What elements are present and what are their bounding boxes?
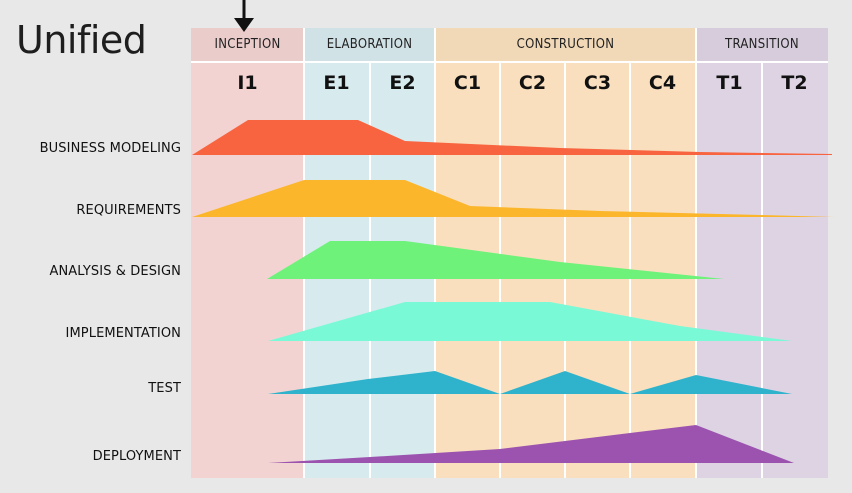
iteration-c3: C3 <box>583 72 612 94</box>
iteration-c1: C1 <box>453 72 482 94</box>
discipline-implementation: IMPLEMENTATION <box>65 326 181 341</box>
phase-elaboration: ELABORATION <box>326 37 413 52</box>
phase-transition: TRANSITION <box>725 37 799 52</box>
iteration-e1: E1 <box>323 72 350 94</box>
requirements-hump <box>192 180 834 217</box>
deployment-hump <box>268 425 794 463</box>
test-hump <box>268 371 792 394</box>
inception-column <box>191 28 304 478</box>
page-title: Unified <box>16 18 147 62</box>
discipline-business-modeling: BUSINESS MODELING <box>39 141 181 156</box>
business-modeling-hump <box>192 120 832 155</box>
discipline-deployment: DEPLOYMENT <box>92 449 181 464</box>
discipline-analysis-design: ANALYSIS & DESIGN <box>49 264 181 279</box>
iteration-c2: C2 <box>518 72 547 94</box>
discipline-requirements: REQUIREMENTS <box>76 203 181 218</box>
iteration-t1: T1 <box>716 72 743 94</box>
iteration-i1: I1 <box>237 72 258 94</box>
implementation-hump <box>268 302 792 341</box>
iteration-t2: T2 <box>781 72 808 94</box>
down-arrow-icon <box>234 0 254 32</box>
analysis-design-hump <box>267 241 724 279</box>
discipline-test: TEST <box>148 381 181 396</box>
iteration-c4: C4 <box>648 72 677 94</box>
iteration-e2: E2 <box>389 72 416 94</box>
phase-construction: CONSTRUCTION <box>516 37 615 52</box>
phase-inception: INCEPTION <box>214 37 281 52</box>
